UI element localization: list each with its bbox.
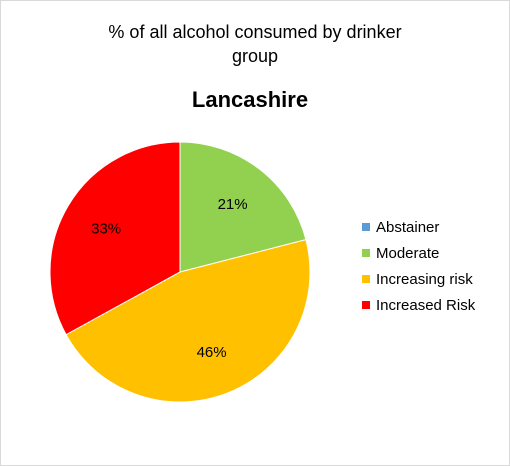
legend-item-abstainer: Abstainer: [362, 214, 475, 240]
pie-slice-increasing-risk: [65, 239, 311, 403]
data-label-increasing-risk: 46%: [197, 344, 227, 361]
legend-item-moderate: Moderate: [362, 240, 475, 266]
legend-item-increased-risk: Increased Risk: [362, 292, 475, 318]
legend-label-increased-risk: Increased Risk: [376, 296, 476, 314]
legend-swatch-increasing-risk: [362, 275, 370, 283]
pie-slice-increased-risk: [49, 141, 181, 336]
pie-slice-moderate: [179, 141, 307, 273]
legend-swatch-moderate: [362, 249, 370, 257]
legend: Abstainer Moderate Increasing risk Incre…: [362, 214, 475, 318]
legend-label-abstainer: Abstainer: [376, 218, 440, 236]
chart-title: % of all alcohol consumed by drinker gro…: [108, 22, 402, 66]
legend-label-moderate: Moderate: [376, 244, 440, 262]
chart-subtitle: Lancashire: [191, 87, 309, 112]
legend-swatch-increased-risk: [362, 301, 370, 309]
legend-label-increasing-risk: Increasing risk: [376, 270, 473, 288]
data-label-increased-risk: 33%: [91, 220, 121, 237]
data-label-moderate: 21%: [218, 196, 248, 213]
legend-swatch-abstainer: [362, 223, 370, 231]
legend-item-increasing-risk: Increasing risk: [362, 266, 475, 292]
